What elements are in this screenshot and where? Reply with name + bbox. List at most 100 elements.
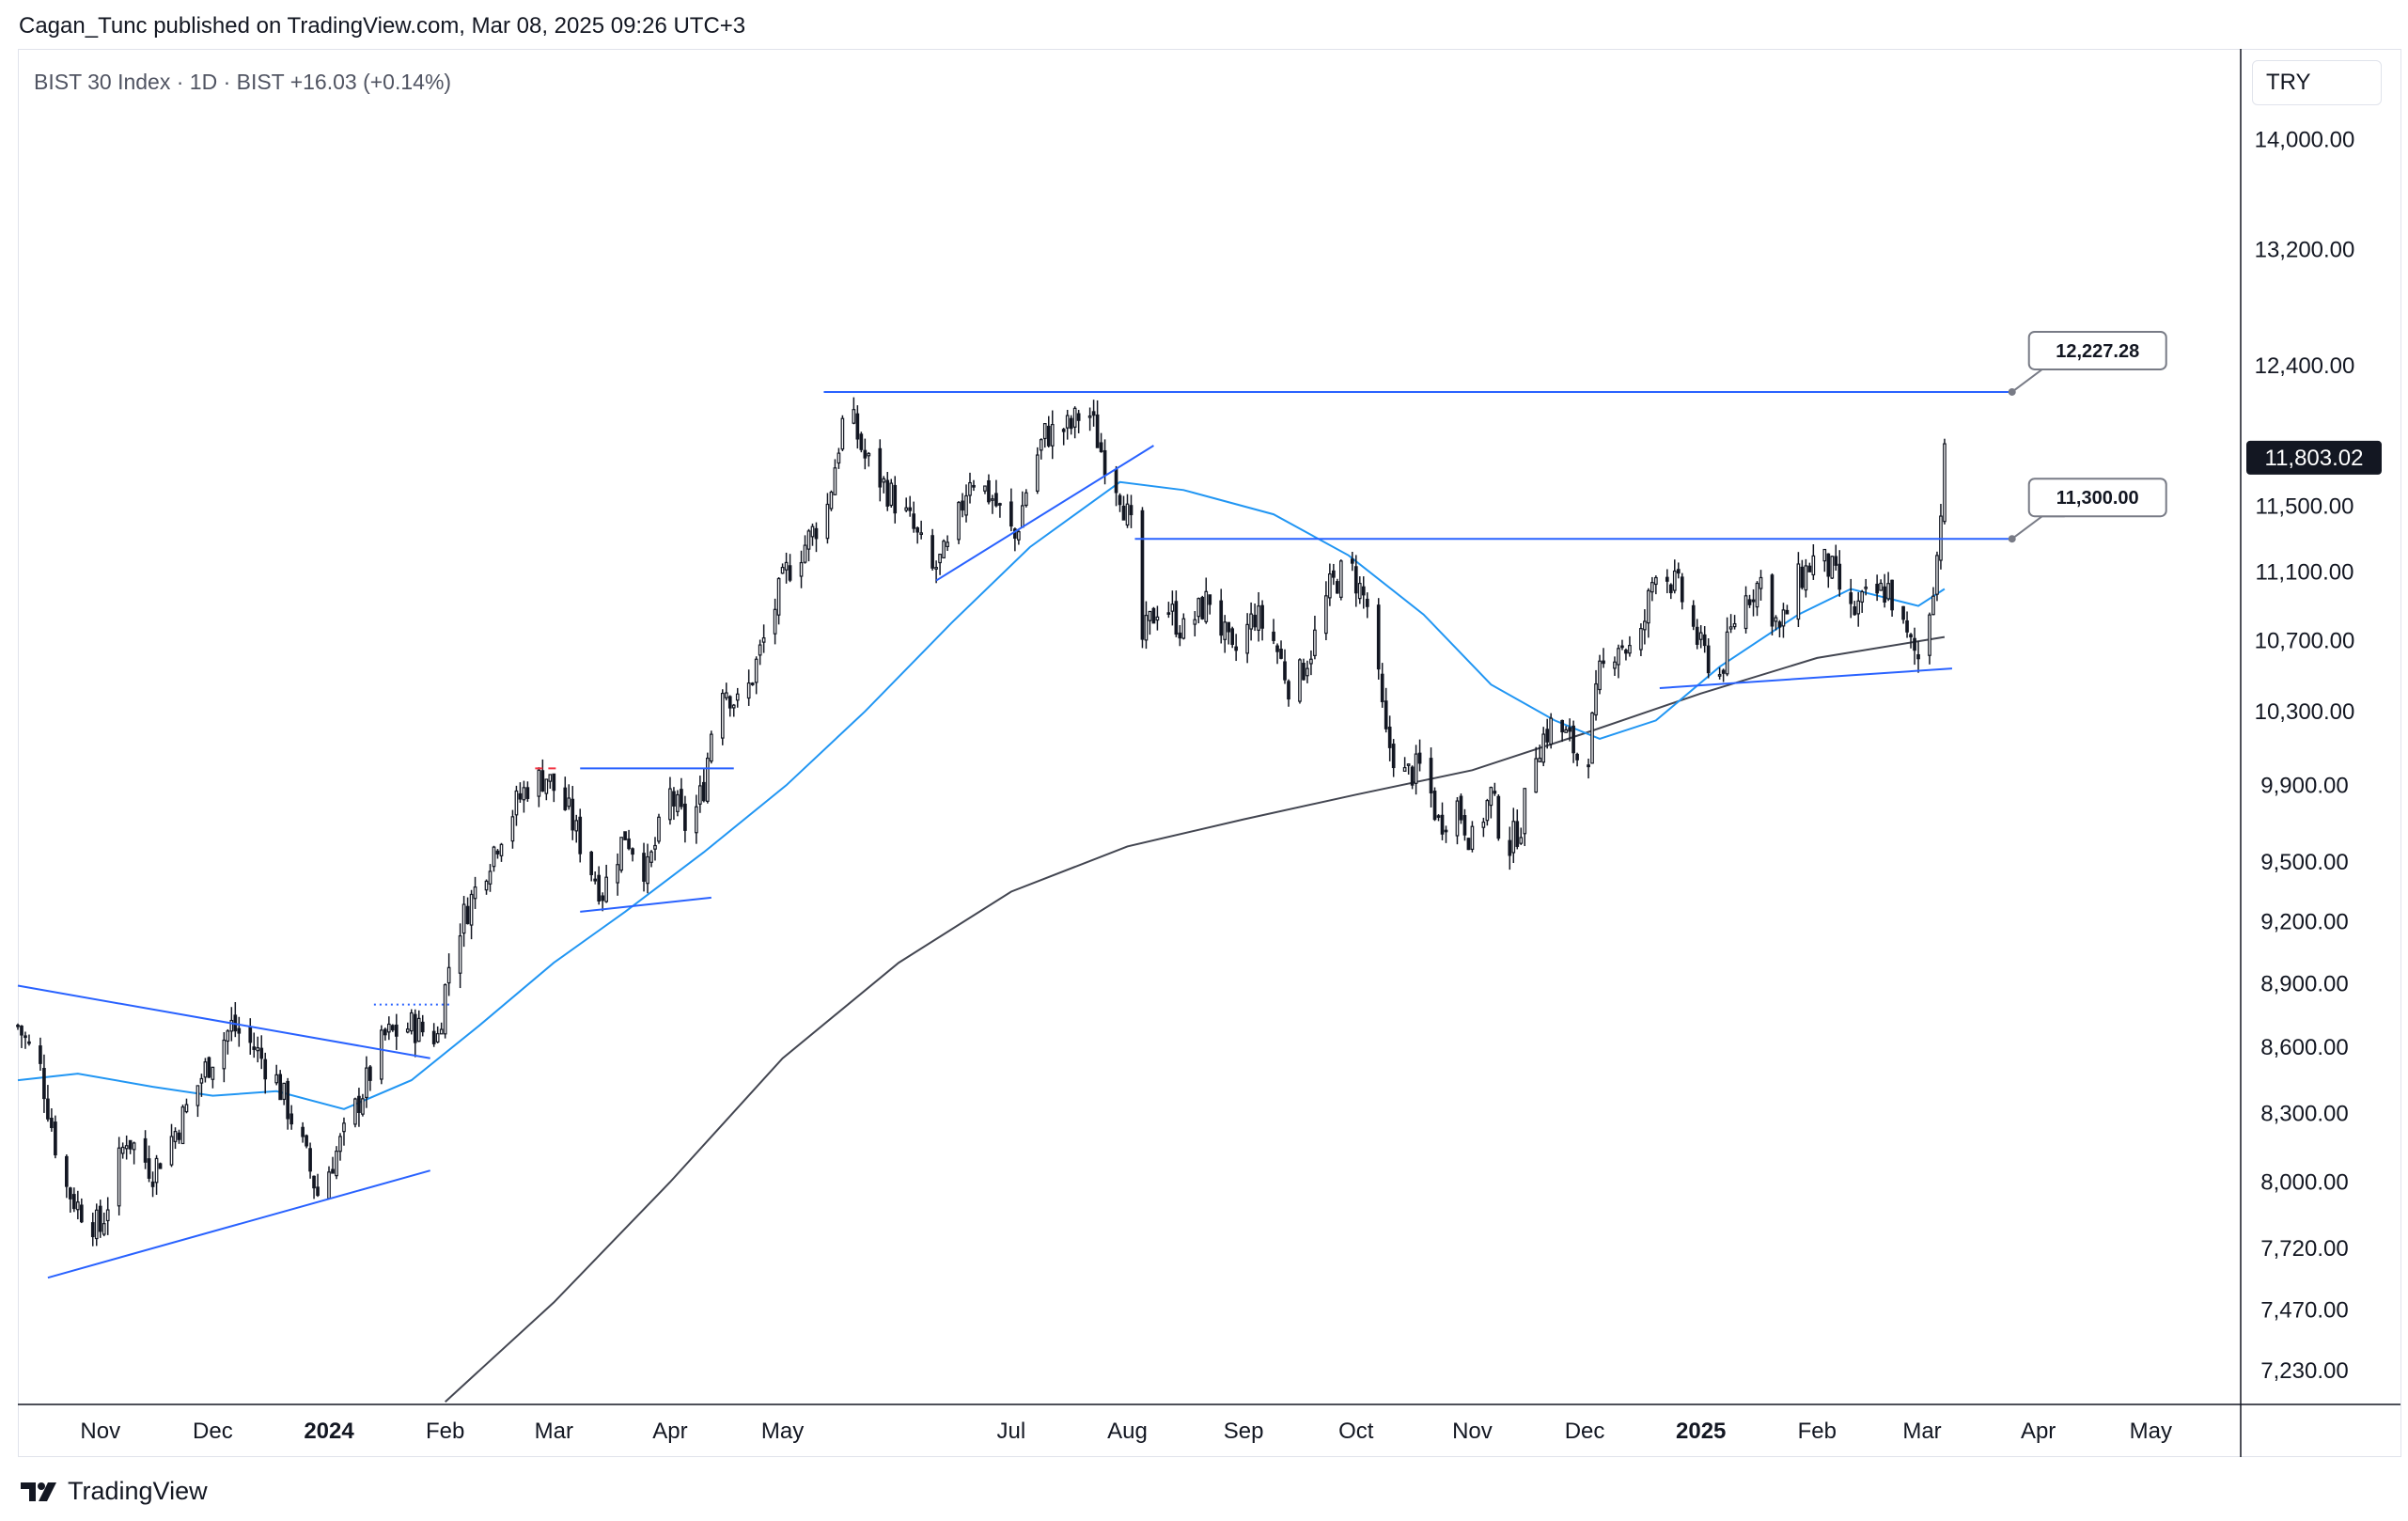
candle-body [544,778,549,794]
time-axis-label: 2024 [304,1419,354,1444]
candle-body [1515,821,1520,847]
candle-body [705,757,710,802]
candle-body [357,1095,361,1114]
candle-body [522,787,526,801]
level-callout-box [2027,478,2167,518]
candle-body [1568,727,1571,732]
candle-body [806,530,811,550]
candle-body [908,507,913,511]
candle-body [1668,584,1673,594]
candle-body [1890,579,1894,611]
candle-body [987,479,991,503]
candle-body [810,525,815,538]
candle-body [1017,531,1021,541]
candle-body [1485,800,1490,822]
candle-body [1181,618,1186,639]
candle-body [1796,563,1801,620]
candle-body [780,566,785,574]
candle-body [158,1163,163,1169]
candle-body [94,1209,99,1240]
trendlines-layer[interactable] [17,445,1952,1279]
price-axis-label: 7,720.00 [2260,1236,2348,1262]
candle-body [380,1029,383,1080]
candle-body [1725,631,1729,675]
candle-body [799,561,804,577]
candle-body [1357,583,1362,600]
candle-body [1560,719,1564,733]
candle-body [646,855,649,885]
candle-body [631,848,634,855]
candle-body [65,1155,69,1187]
candle-body [1402,767,1407,772]
candle-body [390,1025,395,1031]
tradingview-logo[interactable]: TradingView [19,1474,208,1508]
candle-body [1564,729,1568,733]
candle-body [435,1033,440,1043]
candle-body [1747,599,1752,605]
candle-body [1042,423,1047,440]
candle-body [1721,669,1726,674]
candle-body [248,1027,253,1043]
trendline [1659,667,1952,689]
candle-body [222,1039,227,1070]
symbol-info-legend[interactable]: BIST 30 Index · 1D · BIST +16.03 (+0.14%… [34,70,452,94]
moving-average-long-layer [445,635,1946,1403]
candle-body [1061,429,1066,432]
candle-body [150,1181,155,1187]
time-axis-label: Mar [1902,1419,1941,1444]
candle-body [252,1046,257,1050]
horizontal-levels-layer[interactable]: 12,227.28 11,300.00 [823,330,2167,543]
candle-body [1770,574,1775,627]
candle-body [731,704,736,709]
candle-body [177,1132,181,1140]
candle-body [1849,592,1853,604]
candle-body [961,500,964,511]
candle-body [1590,712,1594,764]
candle-body [746,682,751,699]
time-axis[interactable]: Nov Dec 2024 Feb Mar Apr May Jul Aug Sep Oct Nov Dec… [80,1419,2172,1444]
candle-body [431,1030,436,1044]
candle-body [1196,598,1201,618]
candle-body [446,966,451,984]
candle-body [1717,674,1722,677]
candle-body [488,870,493,885]
time-axis-label: Nov [1452,1419,1493,1444]
candle-body [1257,605,1260,631]
chart-frame [18,49,2401,1457]
candle-body [1121,505,1126,521]
candle-body [1035,454,1040,493]
candle-body [1728,626,1733,630]
candle-body [889,482,894,507]
candle-body [1429,758,1433,794]
price-axis-label: 7,230.00 [2260,1358,2348,1384]
tradingview-brand-text: TradingView [68,1476,208,1505]
candle-body [904,507,909,511]
candle-body [548,774,553,782]
candle-body [1009,501,1013,527]
candle-body [120,1146,125,1154]
candle-body [1481,822,1486,828]
price-axis-label: 8,600.00 [2260,1035,2348,1060]
candle-body [1493,791,1497,794]
candle-body [394,1024,399,1037]
last-price-label: 11,803.02 [2265,446,2364,471]
candle-body [1125,503,1130,526]
candle-body [852,409,856,424]
candle-body [1013,528,1017,540]
candle-body [23,1035,27,1039]
price-axis[interactable]: 14,000.0013,200.0012,400.0011,800.0011,5… [2255,128,2355,1384]
moving-average-short-layer [17,480,1946,1110]
candle-body [1170,604,1175,612]
candle-body [1508,839,1512,856]
candle-body [50,1118,54,1129]
candle-body [1534,758,1539,793]
candle-body [1148,610,1152,621]
candle-body [229,1019,234,1032]
candle-body [289,1113,293,1125]
candle-body [604,876,608,902]
currency-button[interactable]: TRY [2252,60,2382,105]
candle-body [855,413,860,440]
candle-body [1332,570,1336,578]
candle-body [439,1028,444,1035]
